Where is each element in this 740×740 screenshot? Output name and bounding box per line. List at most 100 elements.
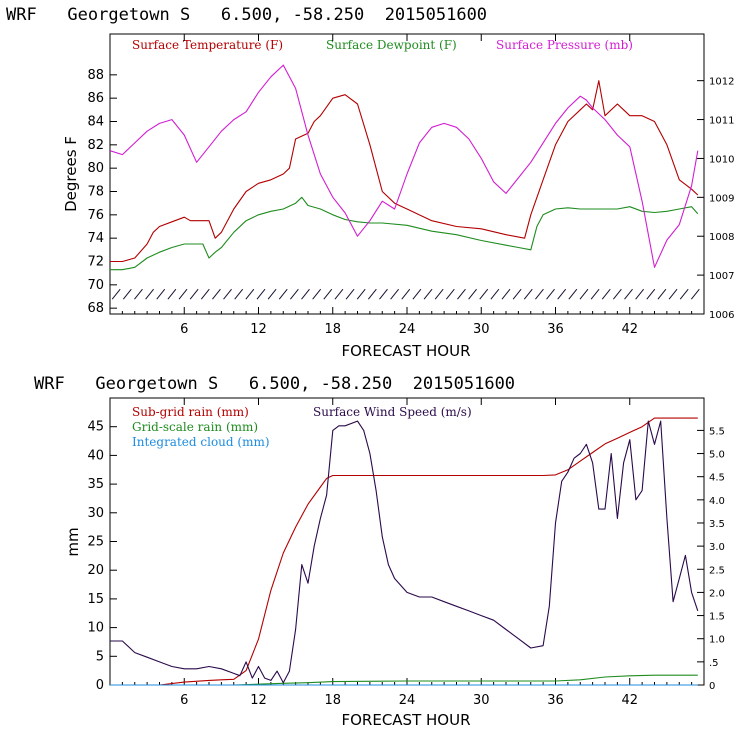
wind-barb	[379, 288, 388, 300]
wind-barb	[624, 288, 633, 300]
c1-y2-tick-label: 1008	[709, 232, 734, 243]
chart1-title: WRF Georgetown S 6.500, -58.250 20150516…	[6, 5, 487, 25]
wind-barb	[512, 288, 522, 300]
wind-barb	[312, 288, 322, 300]
wind-barb	[546, 288, 555, 300]
c2-x-tick-label: 30	[473, 693, 490, 708]
wind-barb	[323, 288, 333, 300]
wind-barb	[212, 288, 221, 300]
wind-barb	[646, 288, 656, 300]
c1-x-tick-label: 12	[250, 322, 267, 337]
wind-barb	[189, 288, 199, 300]
c2-x-tick-label: 36	[547, 693, 564, 708]
wind-barb	[523, 288, 533, 300]
wind-barb	[423, 288, 433, 300]
c1-y-tick-label: 68	[87, 301, 104, 316]
wind-barb	[690, 288, 700, 300]
chart2-series	[110, 417, 699, 686]
c2-y2-tick-label: 4.0	[709, 496, 725, 507]
chart2-title: WRF Georgetown S 6.500, -58.250 20150516…	[34, 374, 515, 394]
c1-y2-tick-label: 1006	[709, 310, 734, 321]
c1-y-tick-label: 82	[87, 138, 104, 153]
wind-barb	[345, 288, 355, 300]
series-line-surface-temperature	[110, 80, 699, 263]
c1-y-tick-label: 70	[87, 278, 104, 293]
wind-barb	[245, 288, 255, 300]
chart2-legend: Sub-grid rain (mm) Grid-scale rain (mm) …	[132, 405, 472, 449]
c1-y-tick-label: 74	[87, 231, 104, 246]
c2-y2-tick-label: 1.5	[709, 612, 725, 623]
c1-x-tick-label: 6	[180, 322, 188, 337]
c1-y-tick-label: 84	[87, 115, 104, 130]
c2-x-tick-label: 12	[250, 693, 267, 708]
c2-y2-tick-label: 3.5	[709, 519, 725, 530]
wind-barb	[234, 288, 244, 300]
wind-barb	[178, 288, 188, 300]
wind-barb	[390, 288, 400, 300]
wind-barb	[356, 288, 366, 300]
wind-barb	[301, 288, 310, 300]
legend-integrated-cloud: Integrated cloud (mm)	[132, 435, 270, 449]
c1-y2-tick-label: 1012	[709, 77, 734, 88]
wind-barb	[434, 288, 444, 300]
c1-y2-tick-label: 1009	[709, 193, 734, 204]
legend-surface-pressure: Surface Pressure (mb)	[496, 38, 633, 52]
c1-y-tick-label: 88	[87, 68, 104, 83]
series-line-sub-grid-rain	[110, 417, 698, 686]
series-line-surface-dewpoint	[110, 196, 699, 271]
c2-y-tick-label: 0	[96, 678, 104, 693]
c1-y2-tick-label: 1011	[709, 116, 734, 127]
chart1-series	[109, 64, 699, 271]
c2-x-tick-label: 42	[621, 693, 638, 708]
wind-barb	[134, 288, 143, 300]
c2-y2-tick-label: 0	[709, 681, 715, 692]
wind-barb	[490, 288, 500, 300]
wind-barb	[601, 288, 611, 300]
wind-barb	[200, 288, 210, 300]
temperature-chart: WRF Georgetown S 6.500, -58.250 20150516…	[6, 5, 734, 360]
wind-barb	[479, 288, 489, 300]
c2-y-tick-label: 30	[87, 506, 104, 521]
c1-y-tick-label: 86	[87, 91, 104, 106]
series-line-surface-wind-speed	[110, 420, 699, 684]
wind-barb	[457, 288, 466, 300]
c1-y-tick-label: 72	[87, 255, 104, 270]
c2-y-tick-label: 5	[96, 649, 104, 664]
wind-barb	[367, 288, 377, 300]
wind-barb	[401, 288, 411, 300]
legend-surface-dewpoint: Surface Dewpoint (F)	[326, 38, 457, 52]
c2-y-tick-label: 20	[87, 563, 104, 578]
c2-y-tick-label: 25	[87, 535, 104, 550]
chart1-legend: Surface Temperature (F) Surface Dewpoint…	[132, 38, 633, 52]
c1-x-tick-label: 36	[547, 322, 564, 337]
wind-barb	[635, 288, 645, 300]
wind-barb	[468, 288, 477, 300]
c2-y2-tick-label: 2.0	[709, 588, 725, 599]
legend-subgrid-rain: Sub-grid rain (mm)	[132, 405, 249, 419]
wind-barb	[679, 288, 689, 300]
c2-x-tick-label: 18	[324, 693, 341, 708]
chart1-y2-ticks: 1006 1007 1008 1009 1010 1011 1012	[697, 77, 734, 321]
chart2-y-axis-label: mm	[64, 527, 82, 556]
legend-gridscale-rain: Grid-scale rain (mm)	[132, 420, 258, 434]
c2-x-tick-label: 24	[399, 693, 416, 708]
chart1-y-axis-label: Degrees F	[62, 136, 80, 212]
wind-barb	[122, 288, 132, 300]
c2-y-tick-label: 35	[87, 477, 104, 492]
chart2-y2-ticks: 0 .5 1.0 1.5 2.0 2.5 3.0 3.5 4.0 4.5 5.0 5.5	[697, 426, 725, 692]
rain-wind-chart: WRF Georgetown S 6.500, -58.250 20150516…	[34, 374, 725, 729]
c2-x-tick-label: 6	[180, 693, 188, 708]
wind-barb	[289, 288, 299, 300]
c1-x-tick-label: 24	[399, 322, 416, 337]
c1-y-tick-label: 78	[87, 185, 104, 200]
c2-y-tick-label: 45	[87, 420, 104, 435]
wind-barb	[501, 288, 511, 300]
legend-surface-temperature: Surface Temperature (F)	[132, 38, 283, 52]
c1-x-tick-label: 42	[621, 322, 638, 337]
c1-y-tick-label: 80	[87, 161, 104, 176]
wind-barb	[568, 288, 578, 300]
wind-barb	[156, 288, 166, 300]
wind-barb	[612, 288, 622, 300]
wind-barb	[590, 288, 600, 300]
